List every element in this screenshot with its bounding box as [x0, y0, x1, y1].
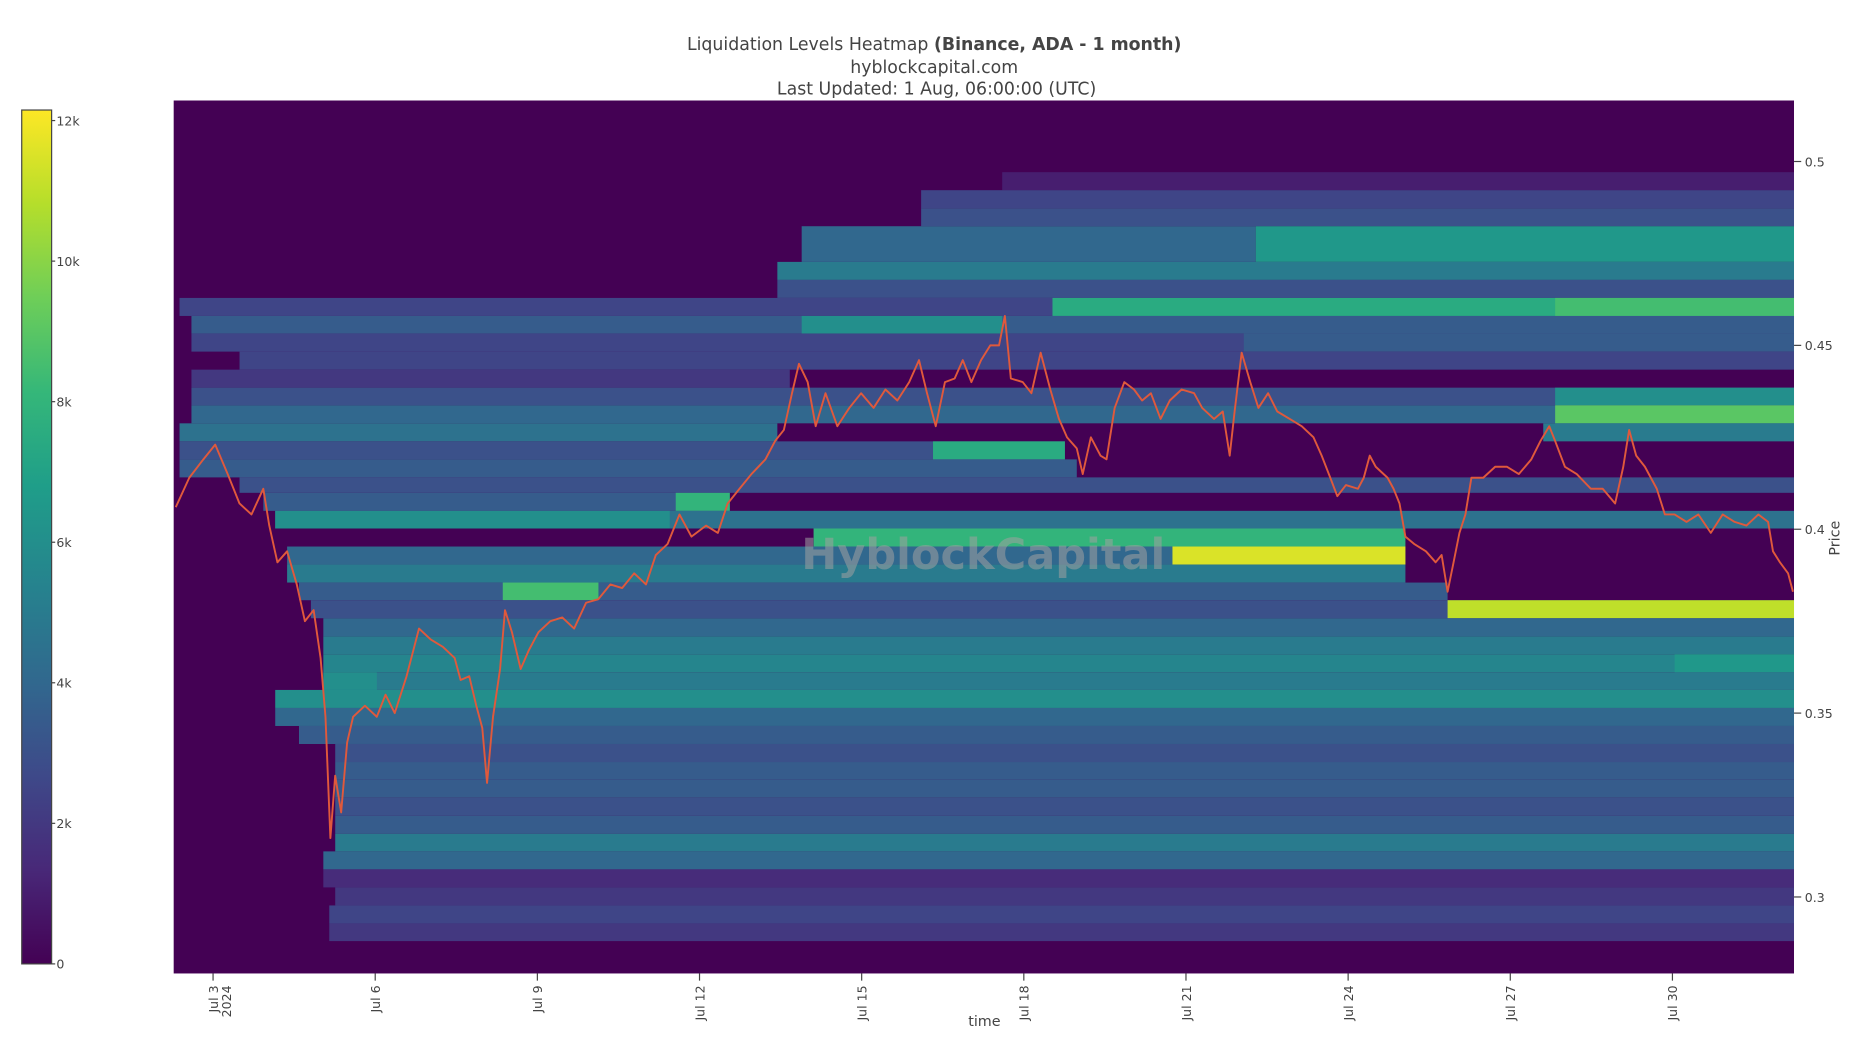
- heat-cell: [323, 869, 1795, 888]
- colorbar-tick-label: 0: [56, 957, 64, 972]
- last-updated: Last Updated: 1 Aug, 06:00:00 (UTC): [777, 79, 1096, 99]
- heat-cell: [502, 582, 599, 601]
- heat-cell: [287, 564, 1406, 583]
- x-tick-label: Jul 27: [1503, 985, 1518, 1021]
- colorbar: [21, 109, 53, 965]
- heat-cell: [179, 423, 778, 442]
- heat-cell: [191, 387, 1795, 406]
- heat-cell: [275, 707, 1795, 726]
- heat-cell: [323, 654, 1795, 673]
- heat-cell: [1172, 546, 1406, 565]
- heat-cell: [323, 851, 1795, 870]
- heat-cell: [239, 351, 1795, 370]
- y-tick-label: 0.5: [1805, 154, 1825, 169]
- colorbar-tick-label: 12k: [56, 113, 80, 128]
- heat-cell: [275, 510, 670, 529]
- heat-cell: [323, 672, 1795, 690]
- heat-cell: [335, 887, 1795, 906]
- heat-cell: [1002, 172, 1795, 191]
- title-emphasis: (Binance, ADA - 1 month): [934, 35, 1181, 55]
- heat-cell: [675, 492, 730, 511]
- colorbar-tick-label: 10k: [56, 254, 80, 269]
- heat-cell: [1555, 297, 1795, 316]
- heat-cell: [239, 477, 1795, 493]
- heat-cell: [1243, 333, 1795, 352]
- heat-cell: [921, 190, 1795, 209]
- colorbar-tick-label: 2k: [56, 816, 72, 831]
- colorbar-tick-label: 6k: [56, 535, 72, 550]
- title-text: Liquidation Levels Heatmap: [687, 35, 928, 55]
- plot-area: HyblockCapital: [173, 100, 1795, 974]
- heat-cell: [335, 797, 1795, 816]
- heat-cell: [323, 636, 1795, 655]
- heat-cell: [335, 779, 1795, 798]
- heat-cell: [310, 600, 1795, 619]
- heat-cell: [263, 492, 730, 511]
- heat-cell: [1543, 423, 1795, 442]
- x-tick-label: Jul 12: [692, 985, 707, 1021]
- heat-cell: [191, 405, 1795, 424]
- x-tick-label: Jul 3: [206, 985, 221, 1013]
- heat-cell: [275, 689, 1795, 708]
- heat-cell: [777, 279, 1795, 298]
- heat-cell: [1255, 226, 1795, 262]
- heat-cell: [335, 762, 1795, 780]
- heat-cell: [1674, 654, 1795, 673]
- heat-cell: [299, 725, 1795, 744]
- x-axis-title: time: [968, 1014, 1001, 1030]
- x-tick-label: Jul 18: [1017, 985, 1032, 1021]
- y-tick-label: 0.4: [1805, 522, 1825, 537]
- chart-title: Liquidation Levels Heatmap (Binance, ADA…: [687, 35, 1181, 55]
- heat-cell: [335, 833, 1795, 852]
- heat-cell: [335, 743, 1795, 763]
- colorbar-tick-label: 4k: [56, 676, 72, 691]
- x-tick-label: Jul 6: [368, 985, 383, 1013]
- y-tick-label: 0.45: [1805, 338, 1833, 353]
- heat-cell: [191, 369, 790, 388]
- heat-cell: [801, 226, 1256, 262]
- y-axis-title: Price: [1827, 520, 1843, 555]
- heat-cell: [1447, 600, 1795, 619]
- colorbar-tick-label: 8k: [56, 394, 72, 409]
- heat-cell: [287, 546, 1406, 565]
- x-tick-label: Jul 24: [1341, 985, 1356, 1021]
- x-tick-label: Jul 21: [1179, 985, 1194, 1021]
- x-tick-sublabel: 2024: [219, 985, 234, 1017]
- price-line: [174, 315, 1794, 840]
- heat-cell: [299, 582, 1448, 601]
- heat-cell: [933, 441, 1065, 460]
- subtitle: hyblockcapital.com: [850, 58, 1018, 78]
- x-tick-label: Jul 30: [1665, 985, 1680, 1021]
- heat-cell: [335, 815, 1795, 834]
- heat-cell: [921, 208, 1795, 227]
- x-tick-label: Jul 9: [530, 985, 545, 1013]
- heat-cell: [777, 261, 1795, 280]
- x-tick-label: Jul 15: [854, 985, 869, 1021]
- heat-cell: [329, 905, 1795, 924]
- y-tick-label: 0.3: [1805, 890, 1825, 905]
- heat-cell: [179, 459, 1077, 478]
- heat-cell: [1555, 405, 1795, 424]
- heat-cell: [323, 672, 377, 690]
- heat-cell: [813, 528, 1406, 547]
- heat-cell: [1555, 387, 1795, 406]
- heat-cell: [329, 923, 1795, 942]
- y-tick-label: 0.35: [1805, 706, 1833, 721]
- heat-cell: [179, 441, 1065, 460]
- watermark: HyblockCapital: [801, 530, 1165, 580]
- heat-cell: [801, 315, 1003, 334]
- heat-cell: [323, 618, 1795, 637]
